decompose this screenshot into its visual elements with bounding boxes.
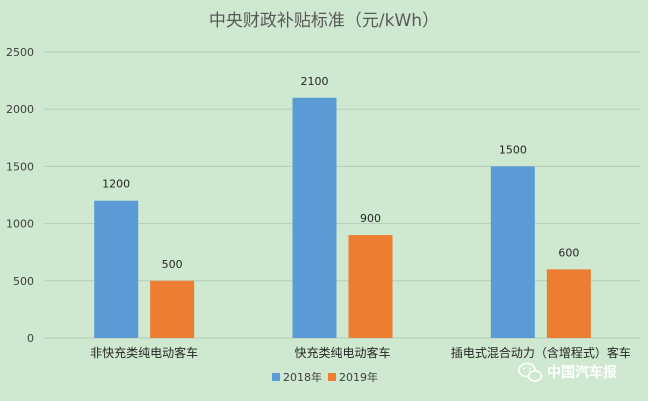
x-category-label: 非快充类纯电动客车 (90, 345, 198, 360)
bar-2018年-0 (94, 200, 139, 338)
x-category-label: 快充类纯电动客车 (294, 345, 390, 360)
y-tick-label: 1000 (6, 218, 34, 231)
y-tick-label: 2500 (6, 46, 34, 59)
legend-entry: 2019年 (339, 370, 378, 384)
x-category-label: 插电式混合动力（含增程式）客车 (451, 345, 631, 360)
data-label: 1500 (499, 143, 527, 156)
data-label: 1200 (102, 178, 130, 191)
data-label: 600 (558, 246, 579, 259)
legend: 2018年 2019年 (272, 370, 378, 384)
data-label: 900 (360, 212, 381, 225)
chart-title: 中央财政补贴标准（元/kWh） (209, 11, 439, 31)
bar-2018年-1 (292, 97, 337, 338)
data-label: 500 (162, 258, 183, 271)
bar-2018年-2 (490, 166, 535, 338)
watermark-text: 中国汽车报 (547, 364, 617, 381)
y-axis-ticks: 0 500 1000 1500 2000 2500 (6, 46, 34, 345)
y-tick-label: 0 (27, 332, 34, 345)
legend-swatch (328, 373, 336, 381)
data-labels: 1200 500 2100 900 1500 600 (102, 75, 579, 271)
bar-2019年-1 (348, 235, 393, 338)
bar-2019年-2 (546, 269, 591, 338)
legend-entry: 2018年 (283, 370, 322, 384)
grid-lines (45, 51, 640, 339)
wechat-icon (518, 362, 543, 382)
watermark: 中国汽车报 (518, 362, 617, 382)
legend-swatch (272, 373, 280, 381)
bars (94, 97, 591, 338)
y-tick-label: 1500 (6, 160, 34, 173)
data-label: 2100 (301, 75, 329, 88)
y-tick-label: 500 (13, 275, 34, 288)
x-axis-categories: 非快充类纯电动客车 快充类纯电动客车 插电式混合动力（含增程式）客车 (90, 345, 631, 360)
bar-2019年-0 (150, 280, 195, 338)
y-tick-label: 2000 (6, 103, 34, 116)
